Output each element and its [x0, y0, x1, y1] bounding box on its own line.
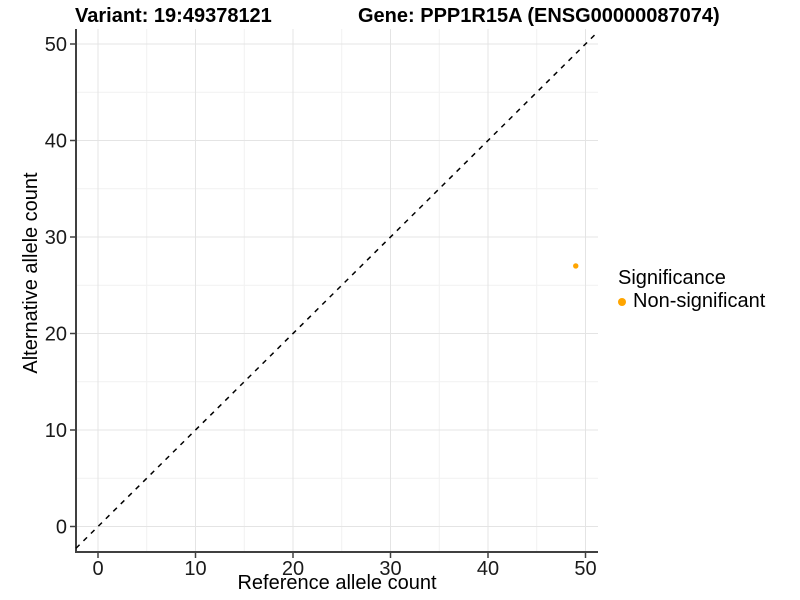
legend-item-label: Non-significant — [633, 290, 766, 312]
x-tick-label: 50 — [574, 558, 596, 580]
legend-title: Significance — [618, 267, 726, 289]
data-point — [573, 263, 579, 269]
identity-line — [75, 31, 599, 549]
y-axis-title: Alternative allele count — [20, 172, 42, 374]
x-axis-title: Reference allele count — [237, 572, 437, 594]
x-tick-label: 20 — [282, 558, 304, 580]
x-tick-label: 40 — [477, 558, 499, 580]
x-tick-label: 0 — [92, 558, 103, 580]
y-tick-label: 50 — [45, 34, 67, 56]
x-tick-label: 30 — [379, 558, 401, 580]
y-tick-label: 10 — [45, 420, 67, 442]
legend-marker-circle-icon — [618, 297, 626, 306]
x-tick-label: 10 — [184, 558, 206, 580]
plot-title-gene: Gene: PPP1R15A (ENSG00000087074) — [358, 5, 720, 27]
y-tick-label: 30 — [45, 227, 67, 249]
plot-title-variant: Variant: 19:49378121 — [75, 5, 272, 27]
y-tick-label: 40 — [45, 131, 67, 153]
y-tick-label: 20 — [45, 324, 67, 346]
legend: Significance Non-significant — [618, 267, 765, 313]
y-tick-label: 0 — [56, 517, 67, 539]
legend-item-non-significant: Non-significant — [618, 290, 765, 313]
